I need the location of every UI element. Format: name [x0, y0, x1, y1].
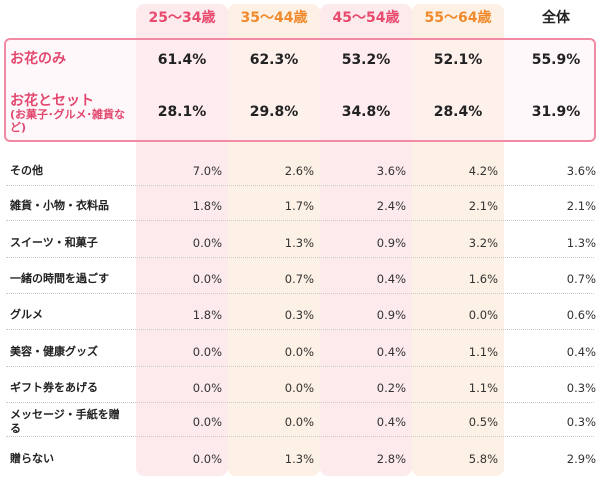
row-value: 0.4% — [376, 345, 406, 359]
highlight-value: 55.9% — [531, 52, 581, 68]
row-label: メッセージ・手紙を贈る — [10, 408, 120, 435]
row-label: その他 — [10, 164, 43, 177]
row-value: 2.9% — [566, 452, 596, 466]
row-value: 2.6% — [284, 164, 314, 178]
row-label: グルメ — [10, 308, 43, 321]
row-separator — [6, 293, 594, 294]
row-value: 1.3% — [284, 236, 314, 250]
row-value: 1.3% — [566, 236, 596, 250]
row-separator — [6, 366, 594, 367]
row-label: 贈らない — [10, 452, 54, 465]
highlight-value: 31.9% — [531, 104, 581, 120]
row-value: 1.3% — [284, 452, 314, 466]
row-value: 4.2% — [468, 164, 498, 178]
highlight-box — [4, 38, 596, 142]
row-value: 0.0% — [192, 415, 222, 429]
row-value: 0.0% — [192, 345, 222, 359]
highlight-value: 52.1% — [433, 52, 483, 68]
column-header: 35〜44歳 — [240, 10, 308, 26]
row-value: 2.1% — [468, 199, 498, 213]
row-value: 0.0% — [192, 381, 222, 395]
row-value: 5.8% — [468, 452, 498, 466]
row-value: 0.3% — [284, 308, 314, 322]
row-value: 0.0% — [284, 345, 314, 359]
row-value: 0.0% — [284, 381, 314, 395]
row-value: 0.0% — [468, 308, 498, 322]
row-value: 0.0% — [192, 452, 222, 466]
row-value: 1.7% — [284, 199, 314, 213]
row-value: 0.0% — [284, 415, 314, 429]
row-separator — [6, 220, 594, 221]
column-header: 55〜64歳 — [424, 10, 492, 26]
row-value: 2.8% — [376, 452, 406, 466]
row-value: 0.5% — [468, 415, 498, 429]
row-value: 0.4% — [376, 415, 406, 429]
highlight-row-label: お花とセット — [10, 93, 94, 109]
row-value: 0.3% — [566, 415, 596, 429]
row-value: 0.6% — [566, 308, 596, 322]
row-label: 一緒の時間を過ごす — [10, 272, 110, 285]
row-value: 0.0% — [192, 236, 222, 250]
row-value: 0.4% — [376, 272, 406, 286]
column-header: 25〜34歳 — [148, 10, 216, 26]
row-value: 1.8% — [192, 308, 222, 322]
row-value: 0.0% — [192, 272, 222, 286]
row-label: ギフト券をあげる — [10, 381, 98, 394]
row-separator — [6, 257, 594, 258]
row-separator — [6, 329, 594, 330]
row-value: 1.1% — [468, 381, 498, 395]
row-value: 2.1% — [566, 199, 596, 213]
row-separator — [6, 436, 594, 437]
row-value: 0.7% — [566, 272, 596, 286]
row-value: 0.4% — [566, 345, 596, 359]
highlight-value: 61.4% — [157, 52, 207, 68]
row-separator — [6, 402, 594, 403]
row-value: 3.6% — [566, 164, 596, 178]
column-background — [228, 4, 320, 476]
row-value: 0.7% — [284, 272, 314, 286]
row-value: 1.1% — [468, 345, 498, 359]
row-value: 1.8% — [192, 199, 222, 213]
row-label: 雑貨・小物・衣料品 — [10, 199, 109, 212]
highlight-value: 28.4% — [433, 104, 483, 120]
column-background — [320, 4, 412, 476]
highlight-value: 62.3% — [249, 52, 299, 68]
highlight-row-sublabel: (お菓子･グルメ･雑貨など) — [10, 108, 126, 134]
highlight-value: 34.8% — [341, 104, 391, 120]
highlight-value: 53.2% — [341, 52, 391, 68]
row-label: スイーツ・和菓子 — [10, 236, 98, 249]
row-label: 美容・健康グッズ — [10, 345, 98, 358]
row-value: 1.6% — [468, 272, 498, 286]
row-separator — [6, 185, 594, 186]
row-value: 3.2% — [468, 236, 498, 250]
row-value: 3.6% — [376, 164, 406, 178]
highlight-row-label: お花のみ — [10, 51, 66, 67]
column-background — [412, 4, 504, 476]
row-value: 0.2% — [376, 381, 406, 395]
row-value: 0.3% — [566, 381, 596, 395]
row-value: 0.9% — [376, 236, 406, 250]
column-header: 45〜54歳 — [332, 10, 400, 26]
row-value: 7.0% — [192, 164, 222, 178]
highlight-value: 29.8% — [249, 104, 299, 120]
column-background — [136, 4, 228, 476]
highlight-value: 28.1% — [157, 104, 207, 120]
column-header: 全体 — [542, 10, 570, 26]
row-value: 0.9% — [376, 308, 406, 322]
row-value: 2.4% — [376, 199, 406, 213]
